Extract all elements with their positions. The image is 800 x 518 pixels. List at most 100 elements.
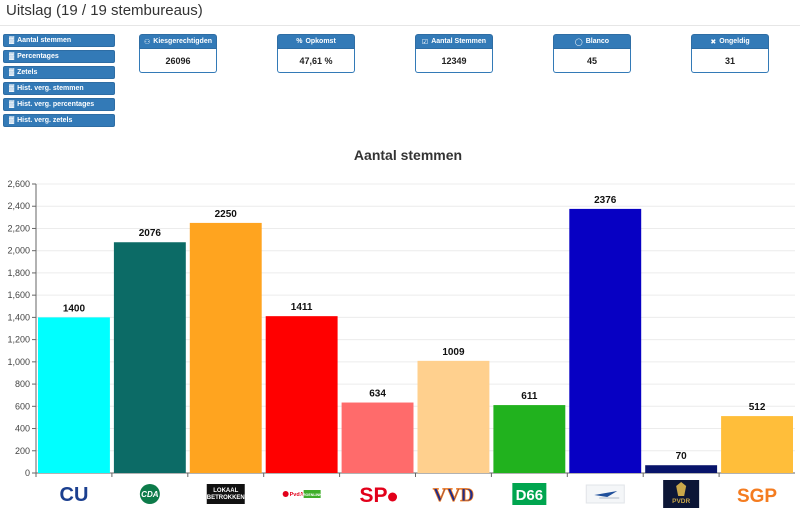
y-tick-label: 2,200 <box>7 223 30 233</box>
bar-chart-icon: ▓ <box>9 117 15 124</box>
y-tick-label: 200 <box>15 446 30 456</box>
bar <box>569 208 642 473</box>
party-logo-text: CDA <box>141 490 159 499</box>
title-divider <box>0 25 800 26</box>
aantal-stemmen-button[interactable]: ▓ Aantal stemmen <box>3 34 115 47</box>
stat-card-kiesgerechtigden: ⚇ Kiesgerechtigden 26096 <box>139 34 217 73</box>
users-icon: ⚇ <box>143 38 151 46</box>
data-label: 1009 <box>442 347 465 358</box>
d66-logo-box <box>512 483 547 505</box>
stat-card-opkomst: % Opkomst 47,61 % <box>277 34 355 73</box>
party-logo-text: VVD <box>433 485 474 506</box>
bar-chart-icon: ▓ <box>9 69 15 76</box>
close-icon: ✖ <box>710 38 717 46</box>
circle-icon: ◯ <box>574 38 583 46</box>
pvda-rose-icon <box>282 491 289 497</box>
y-tick-label: 400 <box>15 424 30 434</box>
party-logo-text: SGP <box>737 486 777 507</box>
groenlinks-logo-box <box>303 490 321 498</box>
stat-card-header: ⚇ Kiesgerechtigden <box>139 34 217 49</box>
nav-button-label: Hist. verg. zetels <box>17 117 73 124</box>
nav-button-label: Hist. verg. percentages <box>17 101 95 108</box>
sp-tomato-icon <box>388 492 398 502</box>
bar-chart-icon: ▓ <box>9 85 15 92</box>
stat-card-label: Kiesgerechtigden <box>153 38 213 45</box>
votes-bar-chart: Aantal stemmen 0 200 400 600 800 1,000 1,200 1,… <box>7 147 795 508</box>
party-logo: D66 <box>512 483 547 505</box>
party-logo: CU <box>60 484 89 506</box>
stat-card-label: Blanco <box>585 38 610 45</box>
nav-button-label: Hist. verg. stemmen <box>17 85 84 92</box>
chart-grid: 0 200 400 600 800 1,000 1,200 1,400 1,600 1,800 2,… <box>7 179 795 478</box>
y-tick-label: 1,200 <box>7 335 30 345</box>
party-logo: CDA <box>139 484 160 504</box>
bird-icon <box>594 491 618 497</box>
data-label: 1411 <box>291 302 313 313</box>
lokaal-logo-box <box>206 484 245 504</box>
bar <box>38 317 110 473</box>
nav-button-label: Aantal stemmen <box>17 37 72 44</box>
party-logo-text: D66 <box>516 487 544 504</box>
chart-bars: 1400 2076 2250 1411 634 1009 611 2376 70 512 <box>38 195 793 473</box>
stat-card-value: 12349 <box>415 49 493 73</box>
stat-card-value: 45 <box>553 49 631 73</box>
stat-card-header: % Opkomst <box>277 34 355 49</box>
bar <box>265 316 338 473</box>
bar <box>113 242 186 473</box>
y-tick-label: 600 <box>15 401 30 411</box>
nav-button-label: Percentages <box>17 53 59 60</box>
stat-card-value: 26096 <box>139 49 217 73</box>
percent-icon: % <box>296 38 303 45</box>
data-label: 611 <box>521 391 538 402</box>
party-logo: SGP <box>737 486 777 507</box>
page-title: Uitslag (19 / 19 stembureaus) <box>6 2 203 19</box>
data-label: 1400 <box>63 303 86 314</box>
data-label: 2376 <box>594 195 617 206</box>
party-logo-text: GROENLINKS <box>300 493 325 497</box>
bar <box>417 360 490 473</box>
y-tick-label: 2,000 <box>7 246 30 256</box>
lion-crest-icon <box>676 482 687 496</box>
bar <box>721 416 793 473</box>
y-tick-label: 1,400 <box>7 312 30 322</box>
data-label: 2250 <box>215 209 238 220</box>
stat-card-aantal-stemmen: ☑ Aantal Stemmen 12349 <box>415 34 493 73</box>
y-tick-label: 0 <box>25 468 30 478</box>
percentages-button[interactable]: ▓ Percentages <box>3 50 115 63</box>
stat-card-header: ◯ Blanco <box>553 34 631 49</box>
hist-verg-percentages-button[interactable]: ▓ Hist. verg. percentages <box>3 98 115 111</box>
party-logo: LOKAAL BETROKKEN <box>207 484 245 504</box>
party-logo: SP <box>360 484 398 507</box>
stat-card-header: ✖ Ongeldig <box>691 34 769 49</box>
cda-logo-circle <box>139 484 160 504</box>
stat-card-label: Opkomst <box>305 38 336 45</box>
y-tick-label: 2,400 <box>7 201 30 211</box>
y-tick-label: 800 <box>15 379 30 389</box>
bar-chart-icon: ▓ <box>9 37 15 44</box>
bar <box>189 222 262 473</box>
hist-verg-stemmen-button[interactable]: ▓ Hist. verg. stemmen <box>3 82 115 95</box>
zetels-button[interactable]: ▓ Zetels <box>3 66 115 79</box>
party-logo: VVD <box>432 485 474 507</box>
party-logo: PVDR <box>663 480 700 508</box>
data-label: 70 <box>676 451 688 462</box>
y-tick-label: 1,800 <box>7 268 30 278</box>
party-logo <box>585 484 625 504</box>
y-tick-label: 2,600 <box>7 179 30 189</box>
party-logo-text: SP <box>360 484 388 507</box>
bar-chart-icon: ▓ <box>9 101 15 108</box>
stat-card-header: ☑ Aantal Stemmen <box>415 34 493 49</box>
stat-card-label: Ongeldig <box>719 38 750 45</box>
stat-card-label: Aantal Stemmen <box>431 38 487 45</box>
data-label: 634 <box>369 389 386 400</box>
y-tick-label: 1,600 <box>7 290 30 300</box>
stat-card-blanco: ◯ Blanco 45 <box>553 34 631 73</box>
stat-card-value: 31 <box>691 49 769 73</box>
bar <box>341 402 414 473</box>
stat-card-ongeldig: ✖ Ongeldig 31 <box>691 34 769 73</box>
hist-verg-zetels-button[interactable]: ▓ Hist. verg. zetels <box>3 114 115 127</box>
bar <box>493 405 566 473</box>
party-logo-text: PvdA <box>290 492 304 498</box>
y-tick-label: 1,000 <box>7 357 30 367</box>
